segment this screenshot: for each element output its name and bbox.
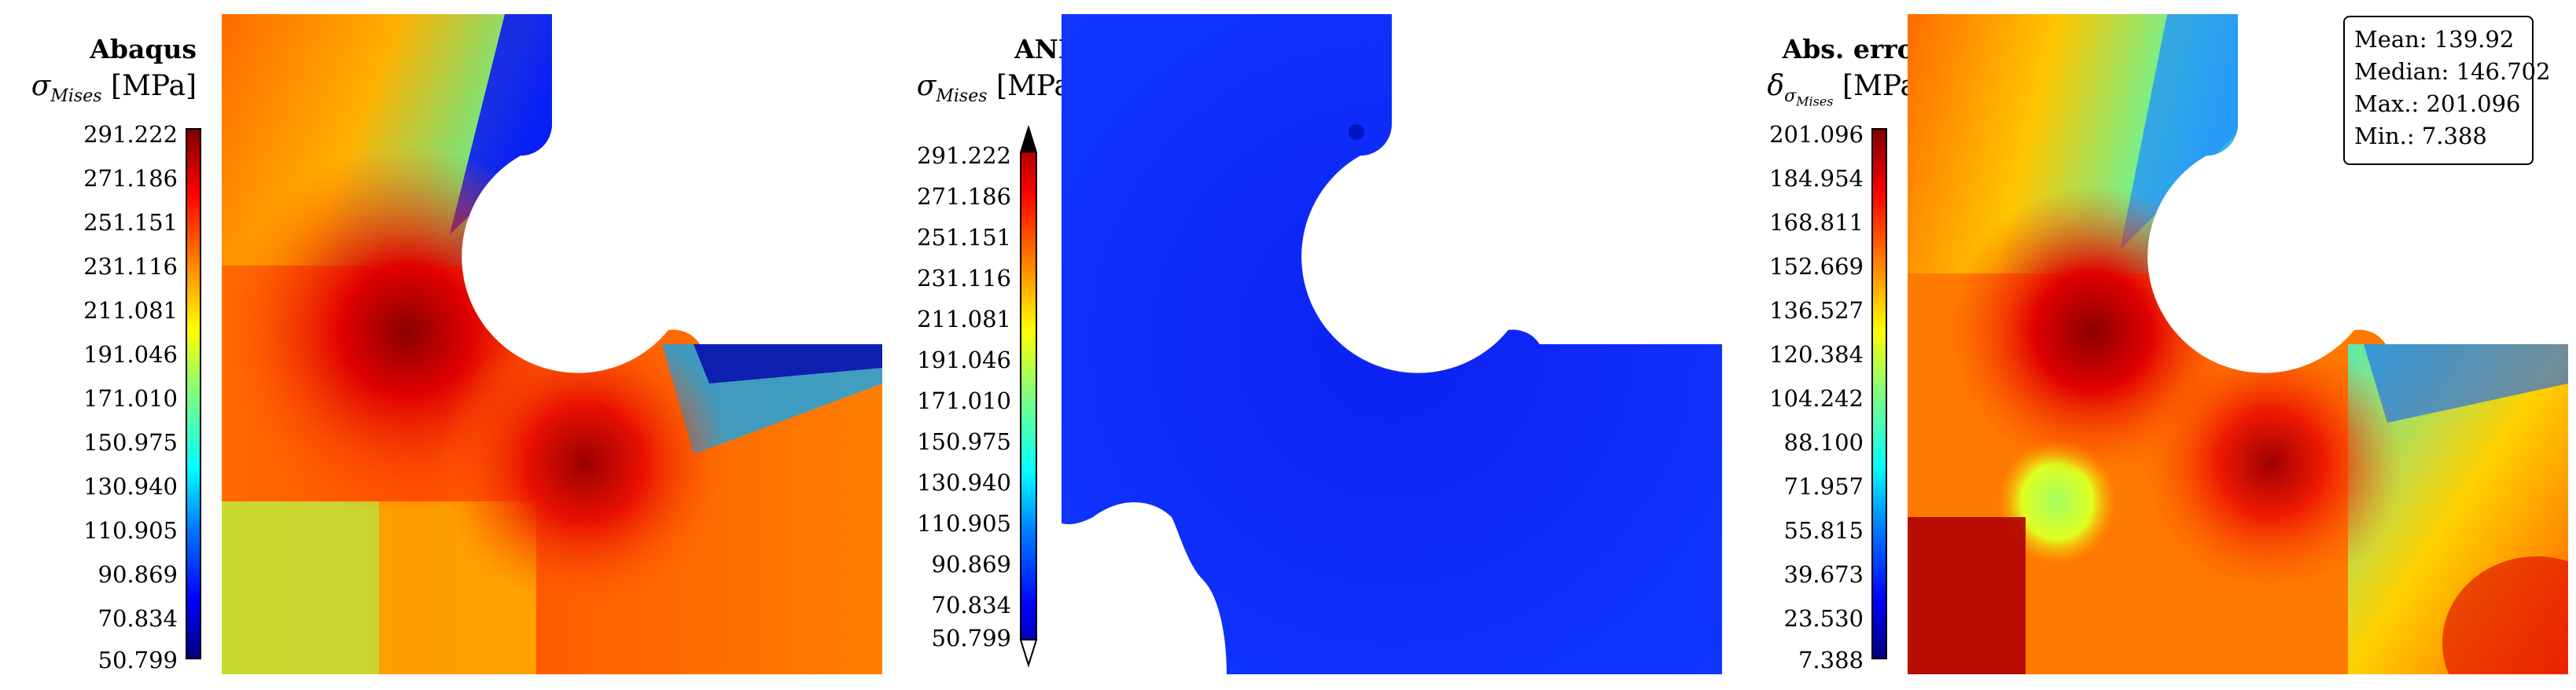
- tick-label: 130.940: [917, 469, 1011, 496]
- tick-label: 50.799: [931, 625, 1011, 651]
- stat-median: Median: 146.702: [2354, 58, 2551, 85]
- quantity-symbol: σ: [916, 70, 937, 102]
- tick-label: 150.975: [917, 428, 1011, 455]
- tick-label: 291.222: [917, 142, 1011, 169]
- tick-label: 231.116: [917, 265, 1011, 292]
- tick-label: 150.975: [83, 429, 178, 456]
- tick-label: 191.046: [83, 341, 178, 368]
- quantity-label: δσMises [MPa]: [1730, 71, 1928, 118]
- tick-label: 191.046: [917, 347, 1011, 373]
- tick-label: 168.811: [1769, 209, 1864, 236]
- quantity-subscript: σ: [1784, 86, 1797, 107]
- quantity-subscript: Mises: [936, 86, 988, 107]
- quantity-subscript: Mises: [50, 86, 102, 107]
- quantity-label: σMises [MPa]: [8, 71, 197, 112]
- tick-label: 88.100: [1783, 429, 1864, 456]
- tick-label: 39.673: [1783, 561, 1864, 588]
- colorbar: [186, 128, 201, 659]
- tick-label: 171.010: [83, 385, 178, 412]
- tick-label: 120.384: [1769, 341, 1864, 368]
- tick-label: 136.527: [1769, 297, 1864, 324]
- tick-label: 231.116: [83, 253, 178, 280]
- tick-label: 211.081: [917, 306, 1011, 332]
- stat-mean: Mean: 139.92: [2354, 26, 2515, 53]
- stat-max: Max.: 201.096: [2354, 90, 2521, 117]
- panel-title: Abs. error: [1782, 34, 1928, 64]
- tick-label: 184.954: [1769, 165, 1864, 192]
- quantity-symbol: δ: [1767, 70, 1785, 102]
- tick-label: 291.222: [83, 121, 178, 148]
- stats-box: Mean: 139.92 Median: 146.702 Max.: 201.0…: [2343, 16, 2551, 165]
- stress-field-ann: [1062, 14, 1722, 674]
- tick-label: 71.957: [1783, 473, 1864, 500]
- tick-label: 251.151: [917, 224, 1011, 251]
- tick-label: 23.530: [1783, 605, 1864, 632]
- tick-label: 201.096: [1769, 121, 1864, 148]
- tick-label: 110.905: [83, 517, 178, 544]
- tick-label: 152.669: [1769, 253, 1864, 280]
- stress-field-abaqus: [222, 14, 882, 674]
- panel-title: ANN: [1014, 34, 1082, 64]
- tick-label: 70.834: [98, 605, 178, 632]
- panel-ann: ANN σMises [MPa] 291.222 271.186 251.151…: [889, 0, 1730, 690]
- panel-abaqus: Abaqus σMises [MPa] 291.222 271.186 251.…: [0, 0, 889, 690]
- tick-label: 251.151: [83, 209, 178, 236]
- tick-label: 50.799: [98, 647, 178, 673]
- stat-min: Min.: 7.388: [2354, 123, 2487, 149]
- quantity-subsubscript: Mises: [1796, 94, 1834, 109]
- tick-label: 130.940: [83, 473, 178, 500]
- tick-label: 70.834: [931, 592, 1011, 618]
- colorbar: [1871, 128, 1887, 659]
- quantity-label: σMises [MPa]: [893, 71, 1082, 112]
- tick-label: 271.186: [917, 183, 1011, 210]
- panel-title: Abaqus: [90, 34, 197, 64]
- colorbar-extend-arrows: [1019, 126, 1038, 668]
- tick-label: 211.081: [83, 297, 178, 324]
- quantity-unit: [MPa]: [110, 70, 197, 102]
- tick-label: 271.186: [83, 165, 178, 192]
- tick-label: 55.815: [1783, 517, 1864, 544]
- tick-label: 110.905: [917, 510, 1011, 537]
- tick-label: 7.388: [1798, 647, 1864, 673]
- tick-label: 171.010: [917, 387, 1011, 414]
- tick-label: 90.869: [98, 561, 178, 588]
- tick-label: 90.869: [931, 551, 1011, 578]
- quantity-symbol: σ: [31, 70, 51, 102]
- tick-label: 104.242: [1769, 385, 1864, 412]
